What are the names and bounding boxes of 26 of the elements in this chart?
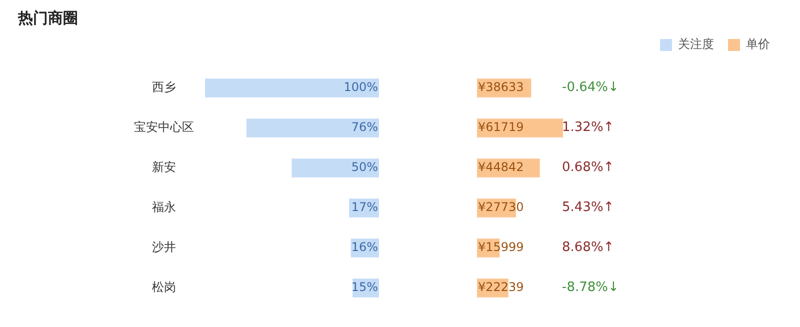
data-label: ¥44842 [478, 160, 524, 174]
legend-label: 关注度 [678, 36, 714, 53]
annotation: 1.32%↑ [562, 120, 614, 135]
y-tick-label: 松岗 [152, 280, 176, 294]
data-label: 50% [351, 160, 378, 174]
annotation: 5.43%↑ [562, 200, 614, 215]
data-label: ¥61719 [478, 120, 524, 134]
y-tick-label: 西乡 [152, 80, 176, 94]
annotation: 0.68%↑ [562, 160, 614, 175]
annotation: 8.68%↑ [562, 240, 614, 255]
data-label: 15% [351, 280, 378, 294]
annotation: -0.64%↓ [562, 80, 619, 95]
annotation: -8.78%↓ [562, 280, 619, 295]
legend-label: 单价 [746, 36, 770, 53]
bar [477, 118, 563, 138]
data-label: 76% [351, 120, 378, 134]
y-tick-label: 沙井 [152, 240, 176, 254]
data-label: 16% [351, 240, 378, 254]
y-tick-label: 福永 [152, 200, 176, 214]
data-label: 17% [351, 200, 378, 214]
data-label: 100% [344, 80, 378, 94]
text: 热门商圈 [18, 9, 78, 28]
y-tick-label: 新安 [152, 160, 176, 174]
data-label: ¥38633 [478, 80, 524, 94]
data-label: ¥15999 [478, 240, 524, 254]
y-tick-label: 宝安中心区 [134, 120, 194, 134]
